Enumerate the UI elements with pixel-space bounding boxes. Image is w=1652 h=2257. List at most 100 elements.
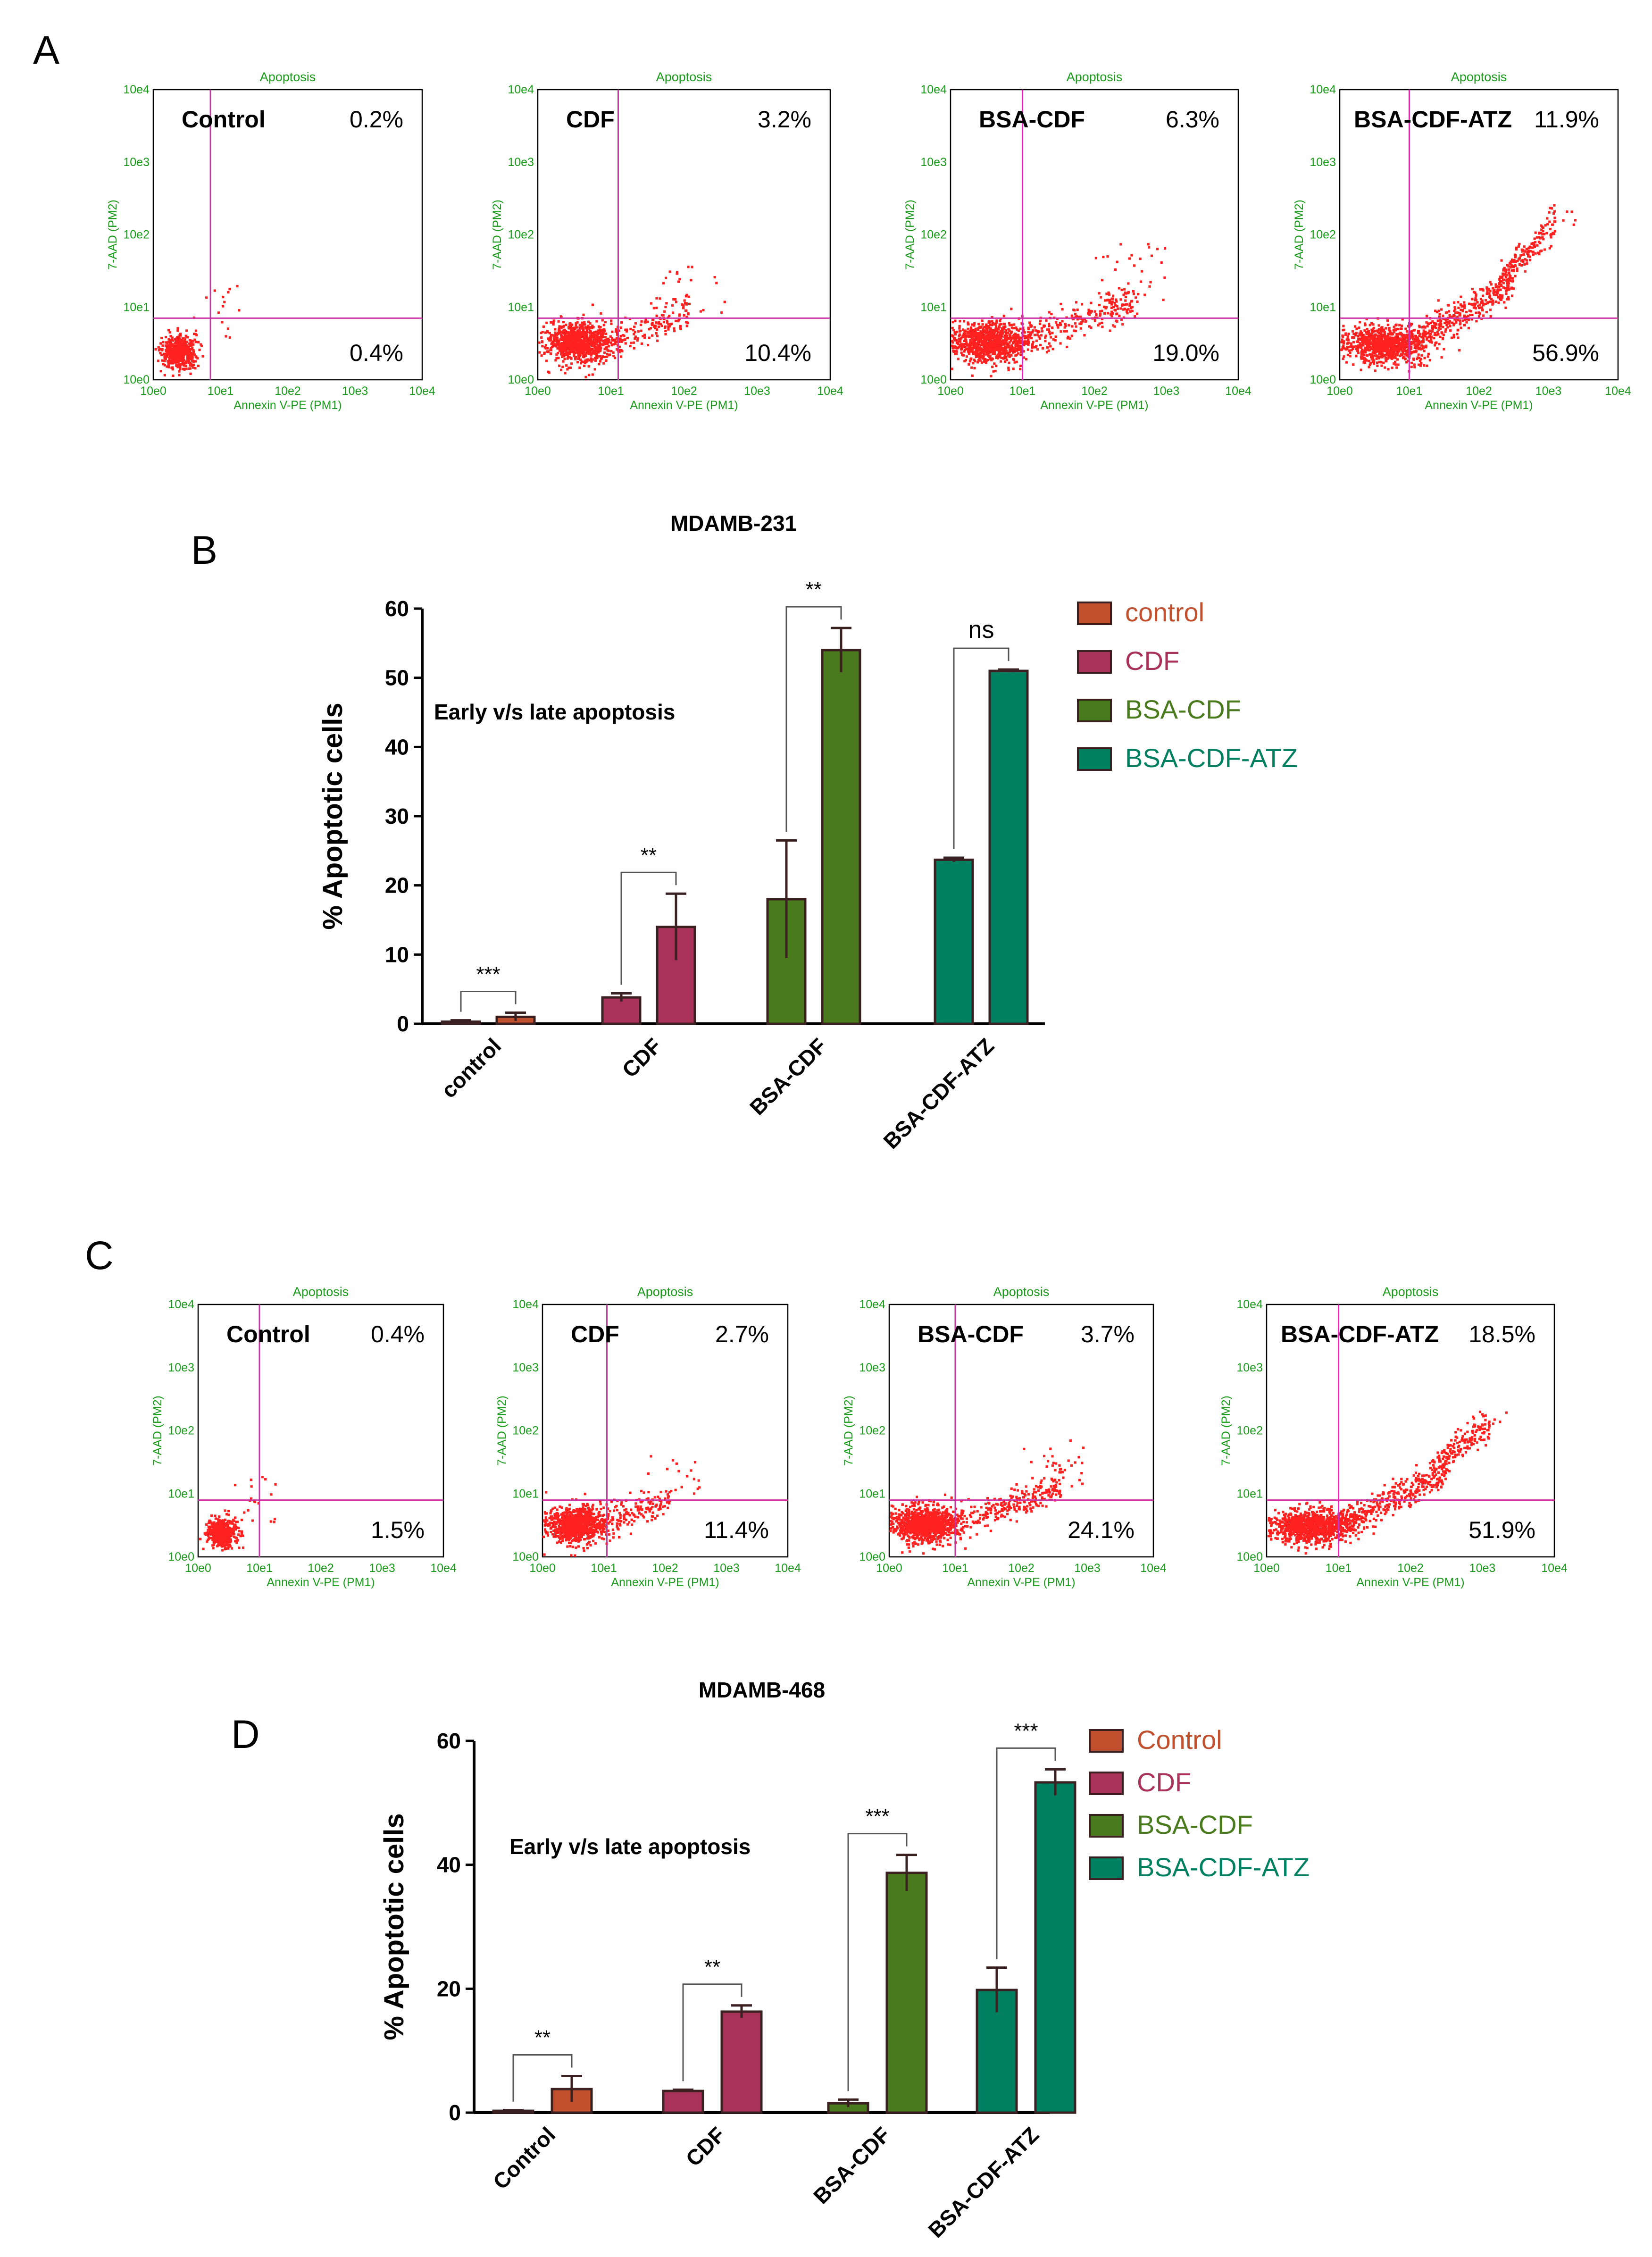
flow-dot xyxy=(699,310,702,313)
flow-dot xyxy=(1436,347,1439,350)
flow-dot xyxy=(958,327,961,330)
flow-dot xyxy=(1060,302,1062,306)
flow-dot xyxy=(175,349,178,351)
flow-dot xyxy=(1505,290,1508,293)
flow-dot xyxy=(568,339,571,342)
flow-dot xyxy=(1023,343,1026,346)
flow-dot xyxy=(702,309,705,312)
flow-dot xyxy=(664,326,667,329)
flow-panel-title: Apoptosis xyxy=(1451,70,1507,84)
flow-y-tick: 10e1 xyxy=(920,301,947,314)
flow-dot xyxy=(574,348,576,351)
flow-dot xyxy=(179,352,182,355)
flow-dot xyxy=(632,341,635,344)
flow-dot xyxy=(1352,363,1355,366)
flow-panel-name: Control xyxy=(226,1321,310,1347)
flow-dot xyxy=(642,334,644,338)
flow-dot xyxy=(1394,345,1397,348)
flow-dot xyxy=(968,352,970,355)
flow-dot xyxy=(592,335,595,339)
flow-dot xyxy=(168,360,171,363)
flow-dot xyxy=(1127,291,1130,293)
flow-dot xyxy=(236,1526,239,1529)
flow-dot xyxy=(1516,267,1519,270)
flow-dot xyxy=(960,337,963,340)
flow-dot xyxy=(560,334,563,336)
flow-dot xyxy=(574,357,577,360)
flow-dot xyxy=(668,270,671,273)
flow-dot xyxy=(1015,348,1018,351)
flow-dot xyxy=(1009,324,1011,326)
flow-dot xyxy=(1445,311,1449,314)
flow-dot xyxy=(976,334,978,336)
flow-dot xyxy=(1384,345,1386,348)
flow-dot xyxy=(189,348,192,351)
flow-dot xyxy=(567,347,570,350)
flow-dot xyxy=(215,1537,217,1540)
flow-dot xyxy=(1387,345,1390,348)
flow-dot xyxy=(1490,283,1493,286)
flow-dot xyxy=(981,342,984,344)
flow-dot xyxy=(990,340,993,343)
flow-dot xyxy=(1463,318,1466,321)
flow-dot xyxy=(1389,349,1392,352)
flow-dot xyxy=(1368,345,1371,348)
flow-dot xyxy=(996,338,999,342)
flow-dot xyxy=(1007,354,1010,357)
flow-dot xyxy=(1548,247,1551,250)
flow-dot xyxy=(1003,341,1006,344)
flow-dot xyxy=(626,336,629,340)
flow-dot xyxy=(1423,350,1426,352)
flow-dot xyxy=(1380,326,1383,329)
flow-dot xyxy=(1425,332,1427,335)
flow-dot xyxy=(251,1519,254,1522)
flow-dot xyxy=(673,327,676,330)
flow-dot xyxy=(1444,318,1447,321)
flow-dot xyxy=(592,333,595,335)
flow-dot xyxy=(573,340,576,343)
flow-dot xyxy=(989,337,992,340)
flow-dot xyxy=(966,343,969,346)
flow-dot xyxy=(1399,345,1402,348)
flow-dot xyxy=(583,364,586,368)
flow-dot xyxy=(569,340,572,343)
flow-dot xyxy=(963,340,966,343)
flow-dot xyxy=(180,363,183,366)
flow-dot xyxy=(1002,326,1005,328)
flow-dot xyxy=(162,341,165,343)
flow-dot xyxy=(648,336,651,339)
flow-dot xyxy=(1418,334,1421,338)
flow-x-tick: 10e0 xyxy=(1327,385,1353,398)
flow-dot xyxy=(650,302,653,305)
flow-dot xyxy=(1480,306,1483,309)
flow-dot xyxy=(229,1528,232,1531)
flow-dot xyxy=(1554,220,1557,223)
flow-dot xyxy=(570,357,573,359)
flow-x-label: Annexin V-PE (PM1) xyxy=(611,1576,719,1589)
flow-dot xyxy=(1395,339,1398,342)
flow-dot xyxy=(1054,339,1057,342)
flow-dot xyxy=(1418,347,1421,350)
flow-dot xyxy=(1357,351,1360,354)
flow-dot xyxy=(1405,351,1408,353)
flow-dot xyxy=(1101,279,1104,282)
flow-dot xyxy=(1059,342,1062,345)
flow-dot xyxy=(1044,334,1047,337)
flow-dot xyxy=(584,326,587,329)
flow-dot xyxy=(1128,304,1131,307)
flow-dot xyxy=(176,327,179,330)
flow-dot xyxy=(1411,335,1414,338)
flow-dot xyxy=(655,297,658,300)
flow-y-tick: 10e1 xyxy=(508,301,534,314)
flow-dot xyxy=(599,326,602,329)
flow-y-tick: 10e4 xyxy=(508,83,534,96)
flow-dot xyxy=(1363,339,1366,342)
flow-dot xyxy=(603,348,606,351)
flow-dot xyxy=(1052,338,1055,341)
flow-dot xyxy=(1368,349,1371,352)
flow-dot xyxy=(187,361,190,364)
flow-dot xyxy=(997,357,1000,359)
flow-dot xyxy=(1136,300,1139,303)
